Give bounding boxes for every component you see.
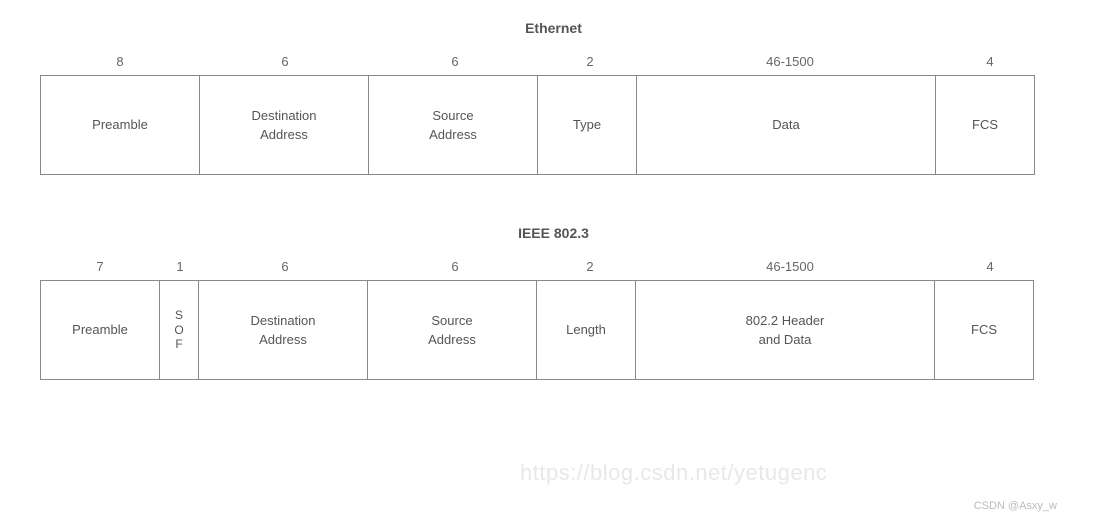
ethernet-bytes-5: 4: [940, 54, 1040, 75]
ieee8023-bytes-6: 4: [940, 259, 1040, 280]
ethernet-field-1: DestinationAddress: [199, 75, 369, 175]
ethernet-field-0: Preamble: [40, 75, 200, 175]
ethernet-bytes-4: 46-1500: [640, 54, 940, 75]
ieee8023-field-1: SOF: [159, 280, 199, 380]
ieee8023-bytes-4: 2: [540, 259, 640, 280]
ieee8023-bytes-3: 6: [370, 259, 540, 280]
ethernet-field-4: Data: [636, 75, 936, 175]
watermark-text: https://blog.csdn.net/yetugenc: [520, 460, 827, 486]
ieee8023-field-3: SourceAddress: [367, 280, 537, 380]
ethernet-field-5: FCS: [935, 75, 1035, 175]
ieee8023-title: IEEE 802.3: [40, 225, 1067, 241]
ieee8023-field-6: FCS: [934, 280, 1034, 380]
ethernet-bytes-3: 2: [540, 54, 640, 75]
ieee8023-frame: IEEE 802.3 7166246-15004 PreambleSOFDest…: [40, 225, 1067, 380]
ethernet-field-row: PreambleDestinationAddressSourceAddressT…: [40, 75, 1040, 175]
ethernet-frame: Ethernet 866246-15004 PreambleDestinatio…: [40, 20, 1067, 175]
ethernet-bytes-1: 6: [200, 54, 370, 75]
ieee8023-field-0: Preamble: [40, 280, 160, 380]
ieee8023-field-row: PreambleSOFDestinationAddressSourceAddre…: [40, 280, 1040, 380]
ieee8023-bytes-5: 46-1500: [640, 259, 940, 280]
ieee8023-field-5: 802.2 Headerand Data: [635, 280, 935, 380]
ieee8023-bytes-0: 7: [40, 259, 160, 280]
ieee8023-byte-row: 7166246-15004: [40, 259, 1040, 280]
footer-attribution: CSDN @Asxy_w: [974, 500, 1057, 512]
ethernet-title: Ethernet: [40, 20, 1067, 36]
ieee8023-field-4: Length: [536, 280, 636, 380]
ethernet-bytes-0: 8: [40, 54, 200, 75]
ethernet-field-2: SourceAddress: [368, 75, 538, 175]
ieee8023-field-2: DestinationAddress: [198, 280, 368, 380]
ieee8023-bytes-2: 6: [200, 259, 370, 280]
ethernet-field-3: Type: [537, 75, 637, 175]
ieee8023-bytes-1: 1: [160, 259, 200, 280]
ethernet-bytes-2: 6: [370, 54, 540, 75]
ethernet-byte-row: 866246-15004: [40, 54, 1040, 75]
